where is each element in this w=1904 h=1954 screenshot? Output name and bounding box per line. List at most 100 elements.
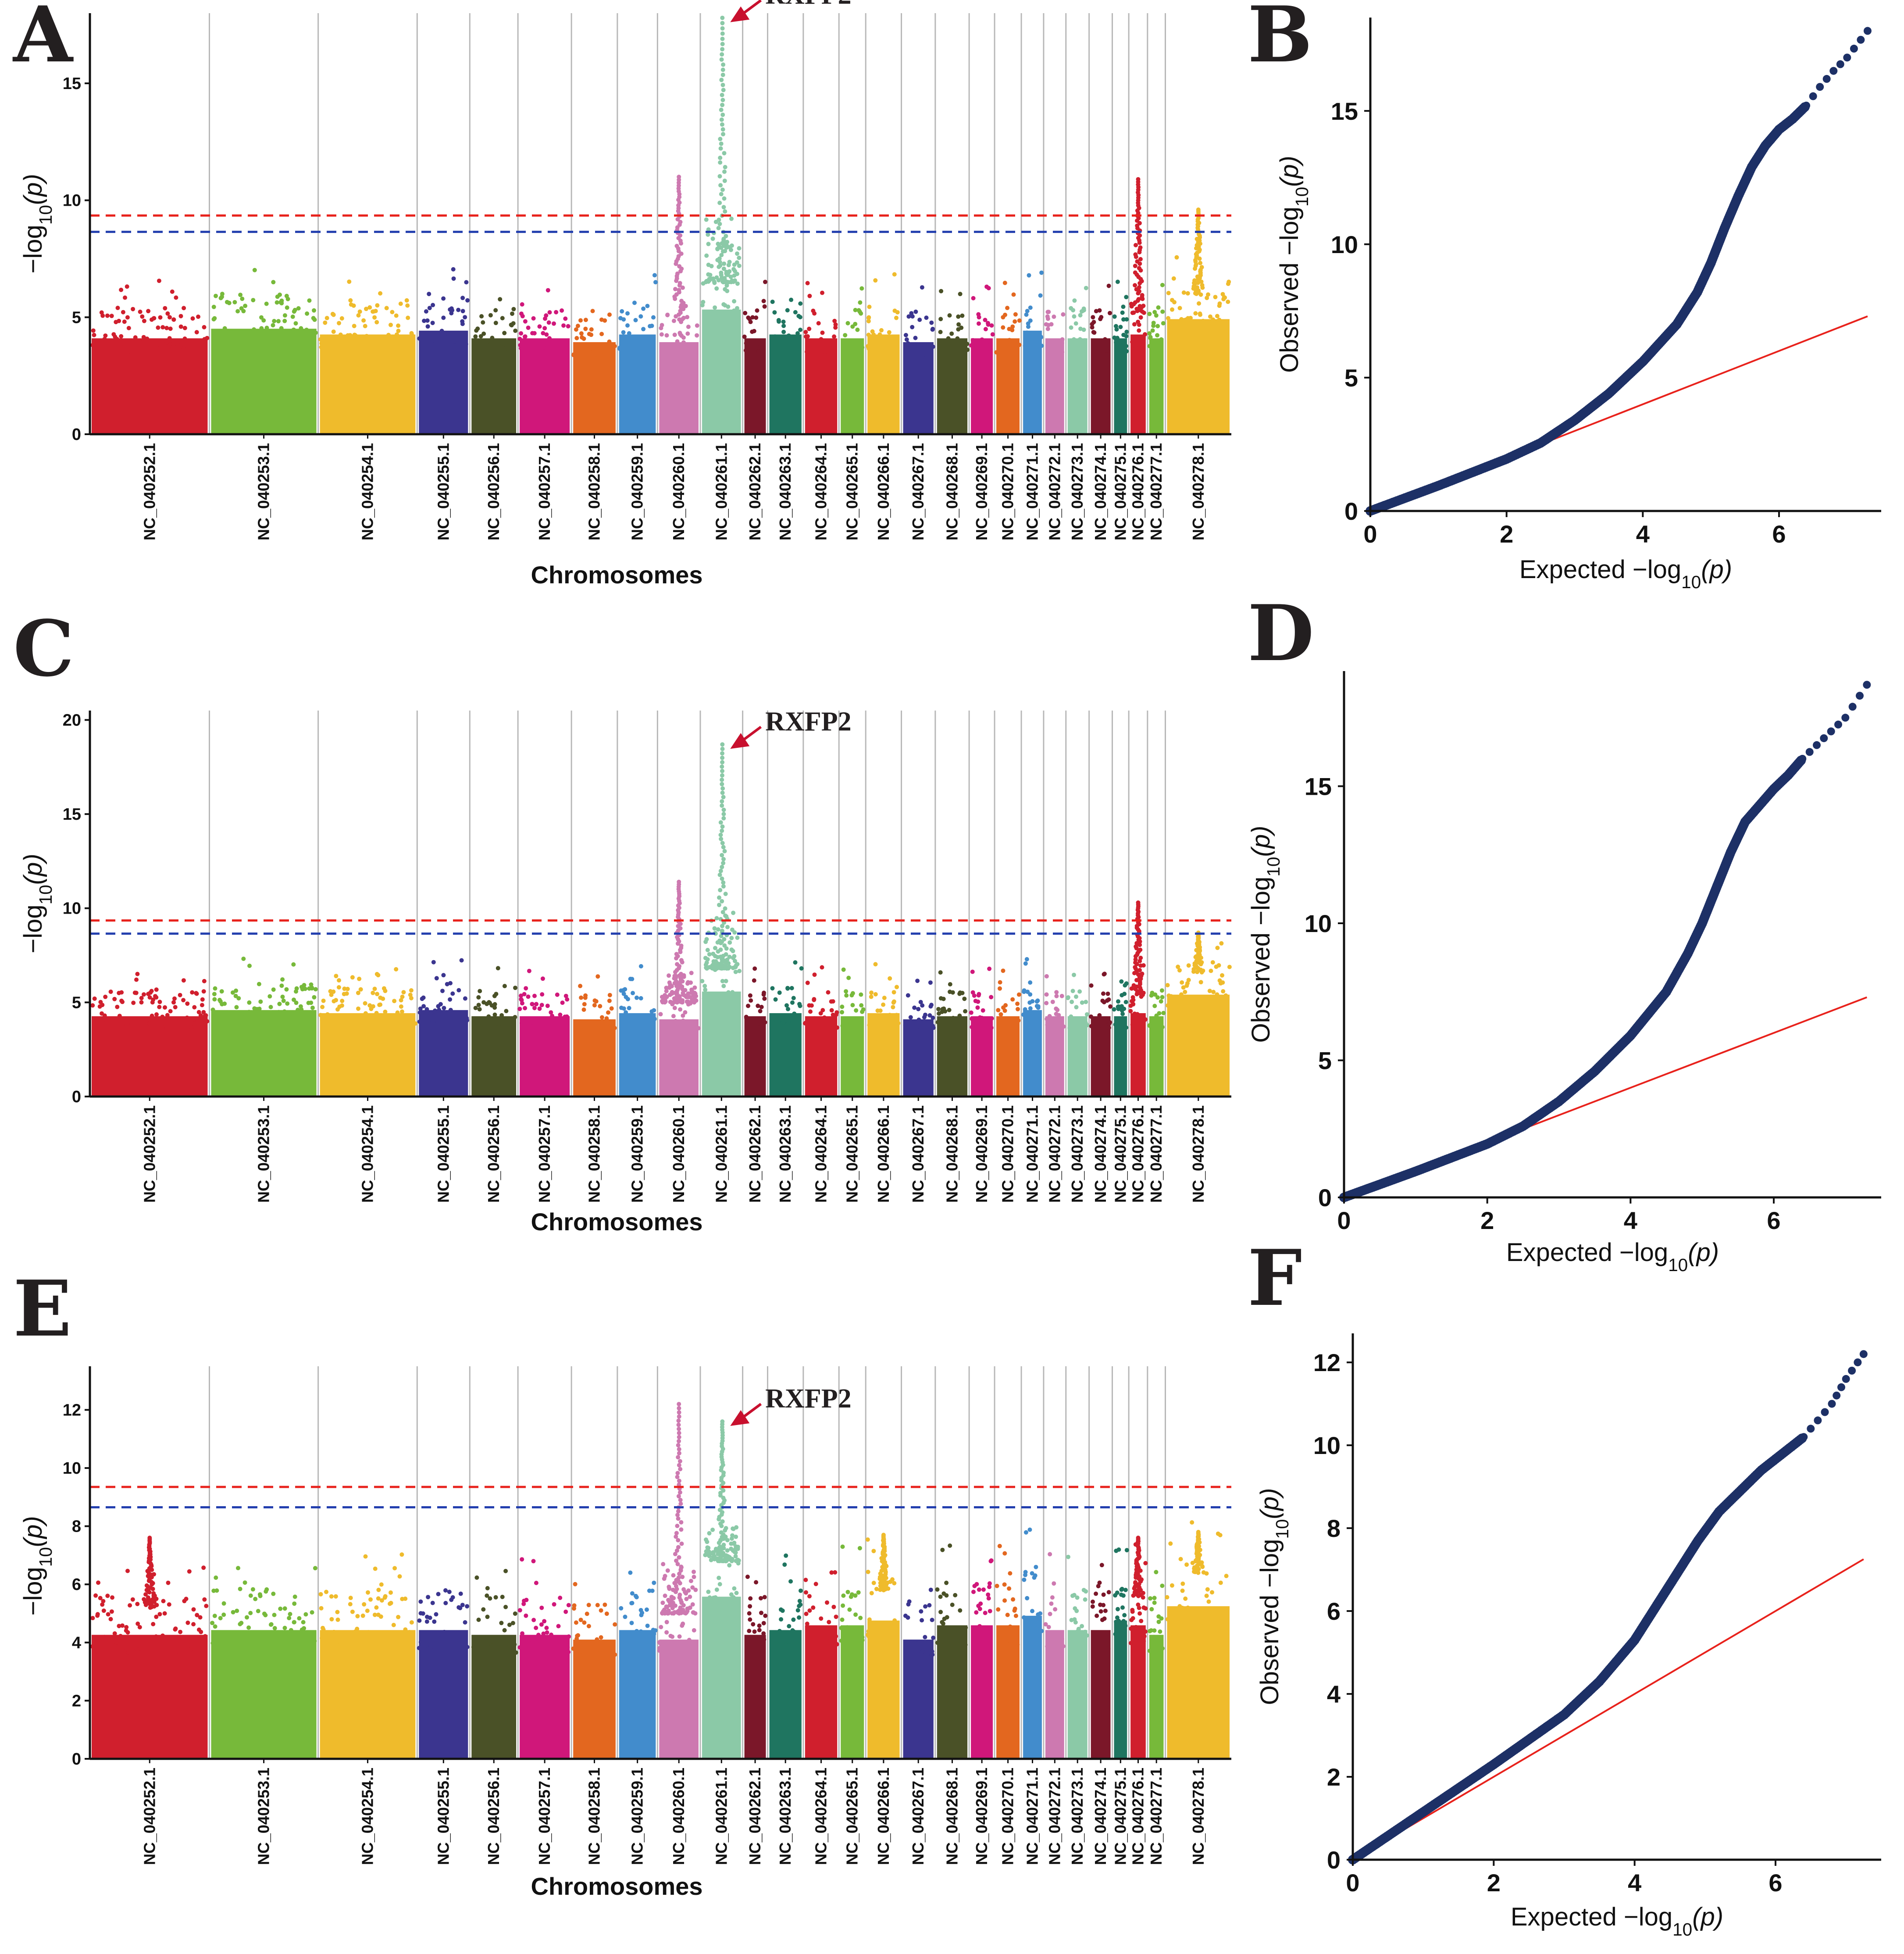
snp-point [815,1018,820,1022]
snp-point [1103,1608,1108,1613]
snp-point [919,343,923,347]
snp-point [93,1643,97,1647]
snp-band [1091,1630,1111,1759]
snp-point [221,1637,226,1642]
snp-point [1054,1647,1059,1651]
peak-point [720,21,725,25]
snp-point [460,319,465,324]
peak-point [1137,285,1141,290]
snp-point [779,1607,783,1612]
peak-point [721,205,726,210]
peak-point [718,1538,723,1543]
snp-point [356,313,361,318]
snp-band [1167,1606,1230,1759]
peak-point [719,270,724,275]
snp-point [938,1640,943,1644]
snp-point [1217,318,1222,322]
snp-point [1161,1011,1166,1015]
snp-band [903,1640,934,1759]
chromosome-label: NC_040272.1 [1045,443,1063,540]
snp-point [661,353,666,358]
snp-point [567,1634,571,1639]
snp-point [145,336,150,341]
snp-point [927,1013,932,1018]
chromosome-label: NC_040273.1 [1068,1105,1086,1203]
snp-point [1209,968,1213,973]
snp-point [245,1615,249,1620]
snp-point [359,1022,364,1026]
snp-point [620,1645,625,1650]
snp-point [295,1640,300,1644]
snp-point [520,1001,524,1006]
snp-point [492,1648,497,1653]
snp-point [1052,1016,1056,1021]
snp-point [1124,349,1129,354]
y-axis-title: Observed −log10(p) [1247,826,1284,1043]
snp-point [811,1025,816,1030]
snp-band [471,338,517,434]
snp-point [192,1022,196,1026]
snp-point [342,992,346,997]
snp-point [276,1020,281,1025]
snp-point [1016,1018,1021,1023]
snp-point [782,1562,787,1567]
snp-point [923,1635,927,1640]
snp-point [1105,1639,1110,1643]
snp-point [1068,1020,1073,1025]
snp-point [577,342,582,347]
snp-point [595,1603,600,1607]
snp-point [171,342,175,347]
peak-point [716,226,721,230]
snp-point [328,989,333,993]
snp-point [758,344,763,349]
snp-point [441,315,446,320]
snp-point [1011,292,1016,297]
snp-point [382,1643,387,1648]
snp-point [704,253,709,258]
snp-point [1173,325,1178,329]
snp-point [1201,318,1205,323]
snp-point [171,1019,176,1024]
snp-point [1010,997,1015,1002]
snp-point [1013,1614,1018,1618]
snp-point [819,337,824,342]
peak-point [720,122,724,127]
snp-point [205,336,210,340]
snp-point [785,1638,790,1643]
snp-point [392,999,397,1004]
qq-point [1802,101,1811,110]
snp-point [1021,1012,1026,1017]
snp-point [1115,1021,1120,1026]
chromosome-label: NC_040258.1 [585,443,603,540]
snp-point [606,1010,610,1015]
chromosome-label: NC_040264.1 [812,1105,830,1203]
snp-point [599,1635,603,1640]
snp-point [772,310,777,315]
snp-point [1150,328,1155,333]
snp-point [866,332,871,337]
snp-point [444,1639,449,1643]
snp-point [1131,1002,1135,1006]
y-axis-title: Observed −log10(p) [1275,156,1312,373]
snp-point [1033,343,1038,347]
snp-point [549,1010,553,1015]
snp-point [877,332,882,337]
snp-point [645,304,650,308]
snp-point [425,341,429,346]
snp-point [493,321,498,325]
snp-point [675,339,680,344]
snp-band [1045,338,1064,434]
peak-point [1196,207,1201,212]
peak-point [712,279,717,284]
snp-point [673,350,678,355]
snp-point [1072,314,1077,319]
snp-point [609,1006,614,1011]
snp-point [1120,310,1125,315]
snp-point [607,993,612,997]
y-axis-title: −log10(p) [19,854,56,953]
snp-point [1115,348,1120,353]
snp-point [134,990,139,995]
snp-point [378,1641,382,1646]
peak-point [673,1588,677,1593]
